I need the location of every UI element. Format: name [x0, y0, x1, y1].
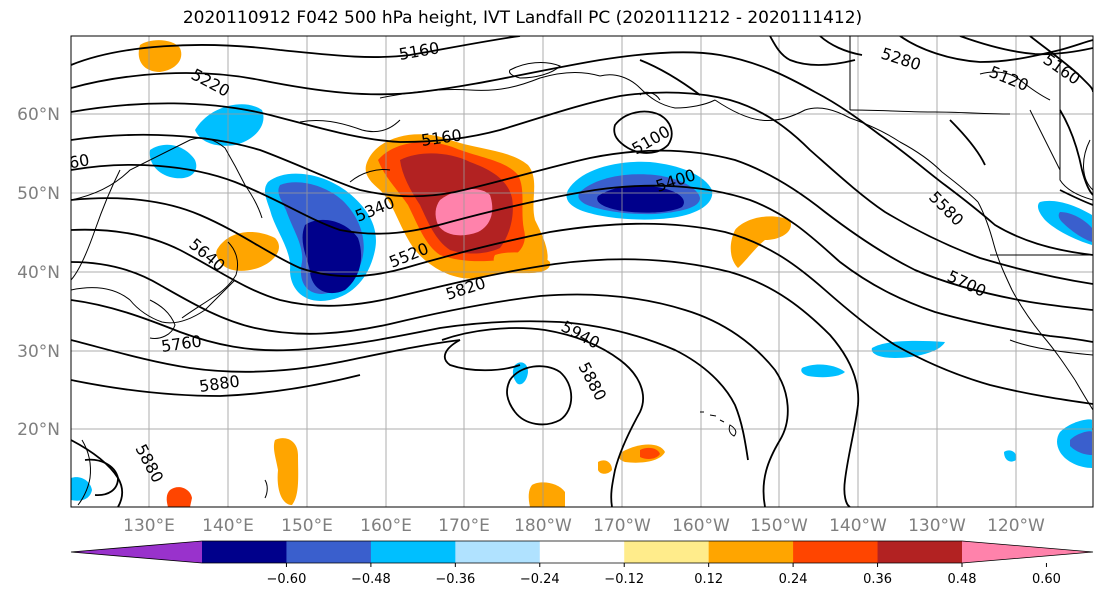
ivt-shading — [71, 40, 1092, 507]
colorbar-segment — [370, 541, 456, 563]
colorbar-extend-high — [962, 541, 1093, 563]
colorbar-segment — [539, 541, 625, 563]
lat-label-30n: 30°N — [17, 342, 60, 362]
patch-se-mid — [1070, 431, 1092, 455]
patch-small-orange-a — [598, 460, 612, 474]
patch-tropics-red — [640, 447, 660, 459]
colorbar-tick-label: −0.36 — [435, 572, 475, 587]
colorbar-ticks: −0.60 −0.48 −0.36 −0.24 −0.12 0.12 0.24 0.36 0.4… — [267, 563, 1061, 587]
lon-label-170w: 170°W — [593, 516, 651, 536]
height-contours — [71, 36, 1093, 507]
colorbar-segment — [202, 541, 287, 563]
colorbar-tick-label: 0.48 — [948, 572, 977, 587]
colorbar-tick-label: −0.24 — [520, 572, 560, 587]
positive-anomaly-small-east — [493, 252, 551, 274]
longitude-labels: 130°E 140°E 150°E 160°E 170°E 180°W 170°… — [123, 516, 1045, 536]
patch-sw-orange — [166, 487, 192, 507]
colorbar-tick-label: 0.12 — [694, 572, 723, 587]
lon-label-140e: 140°E — [202, 516, 254, 536]
patch-bc-mid — [1058, 212, 1092, 242]
lon-label-130e: 130°E — [123, 516, 175, 536]
lon-label-180w: 180°W — [514, 516, 572, 536]
patch-tropics-orange — [273, 438, 299, 505]
lat-label-40n: 40°N — [17, 263, 60, 283]
patch-hawaii-blue — [801, 364, 845, 378]
lat-label-60n: 60°N — [17, 105, 60, 125]
patch-central-blue — [871, 340, 945, 358]
lon-label-160e: 160°E — [360, 516, 412, 536]
colorbar-segment — [793, 541, 879, 563]
colorbar-segment — [286, 541, 372, 563]
latitude-labels: 60°N 50°N 40°N 30°N 20°N — [17, 105, 60, 440]
colorbar-segment — [708, 541, 794, 563]
patch-sw-blue — [71, 477, 92, 501]
gridlines — [71, 36, 1093, 507]
colorbar-extend-low — [71, 541, 202, 563]
patch-japan-orange — [216, 232, 279, 271]
patch-small-blue-b — [1004, 450, 1017, 462]
lon-label-150e: 150°E — [281, 516, 333, 536]
negative-anomaly-navy-west — [302, 219, 362, 294]
lat-label-20n: 20°N — [17, 420, 60, 440]
colorbar-tick-label: 0.60 — [1032, 572, 1061, 587]
patch-west-pac-blue — [512, 362, 528, 385]
colorbar-segment — [455, 541, 541, 563]
colorbar-tick-label: 0.36 — [863, 572, 892, 587]
colorbar-tick-label: −0.60 — [267, 572, 307, 587]
lon-label-160w: 160°W — [672, 516, 730, 536]
contour-label-5160-d: 5160 — [47, 150, 90, 176]
map-title: 2020110912 F042 500 hPa height, IVT Land… — [182, 8, 863, 28]
lon-label-170e: 170°E — [438, 516, 490, 536]
colorbar-outline — [70, 540, 1094, 564]
colorbar-tick-label: −0.48 — [351, 572, 391, 587]
colorbar-segment — [877, 541, 963, 563]
lon-label-120w: 120°W — [987, 516, 1045, 536]
patch-alaska-orange — [730, 216, 791, 268]
map-frame — [70, 35, 1094, 508]
colorbar-segments — [70, 540, 1094, 564]
colorbar-tick-label: −0.12 — [604, 572, 644, 587]
lat-label-50n: 50°N — [17, 184, 60, 204]
patch-sea-blue — [149, 144, 197, 179]
lon-label-130w: 130°W — [908, 516, 966, 536]
patch-south-orange — [528, 482, 565, 507]
colorbar-segment — [624, 541, 710, 563]
colorbar-tick-label: 0.24 — [779, 572, 808, 587]
lon-label-140w: 140°W — [829, 516, 887, 536]
lon-label-150w: 150°W — [750, 516, 808, 536]
colorbar: −0.60 −0.48 −0.36 −0.24 −0.12 0.12 0.24 0.36 0.4… — [70, 540, 1094, 587]
negative-anomaly-navy-east — [597, 185, 684, 213]
patch-okhotsk-blue — [195, 104, 264, 146]
